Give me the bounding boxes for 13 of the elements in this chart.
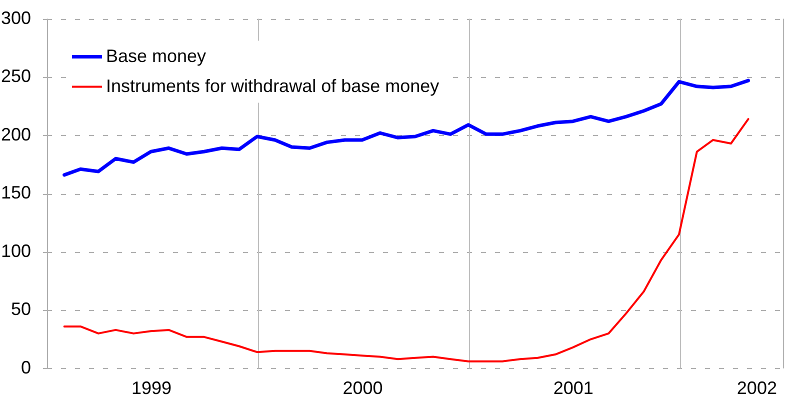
y-tick-label: 250 bbox=[0, 66, 31, 86]
x-tick-label: 1999 bbox=[131, 378, 172, 398]
y-tick-label: 300 bbox=[0, 8, 31, 28]
x-tick-label: 2000 bbox=[342, 378, 383, 398]
legend-label: Instruments for withdrawal of base money bbox=[106, 76, 440, 96]
y-tick-label: 100 bbox=[0, 240, 31, 261]
x-tick-label: 2002 bbox=[736, 378, 777, 398]
y-tick-label: 200 bbox=[0, 124, 31, 144]
legend-label: Base money bbox=[106, 46, 206, 66]
x-tick-label: 2001 bbox=[553, 378, 594, 398]
y-tick-label: 50 bbox=[10, 299, 31, 320]
y-tick-label: 0 bbox=[20, 357, 31, 378]
y-tick-label: 150 bbox=[0, 182, 31, 203]
